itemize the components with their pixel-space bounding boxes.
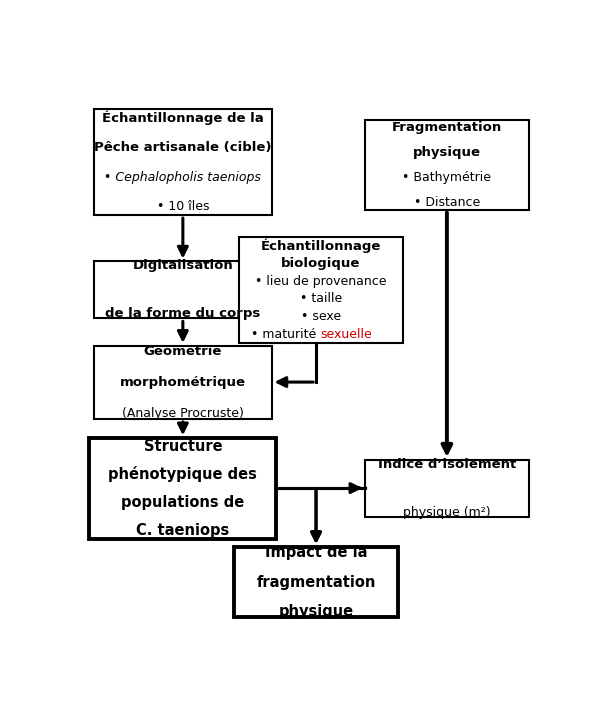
Text: sexuelle: sexuelle <box>321 328 373 341</box>
Text: Échantillonnage de la: Échantillonnage de la <box>102 110 264 125</box>
Text: • Bathymétrie: • Bathymétrie <box>402 171 491 184</box>
FancyBboxPatch shape <box>365 460 529 517</box>
Text: biologique: biologique <box>281 257 361 270</box>
Text: Structure: Structure <box>144 438 222 454</box>
Text: physique: physique <box>279 604 353 619</box>
Text: C. taeniops: C. taeniops <box>136 523 230 538</box>
Text: Digitalisation: Digitalisation <box>133 260 233 273</box>
Text: Impact de la: Impact de la <box>265 545 367 560</box>
Text: • Distance: • Distance <box>414 196 480 209</box>
Text: Pêche artisanale (cible): Pêche artisanale (cible) <box>94 140 271 154</box>
Text: • 10 îles: • 10 îles <box>157 201 209 213</box>
Text: • lieu de provenance: • lieu de provenance <box>255 275 387 287</box>
Text: morphométrique: morphométrique <box>120 376 246 389</box>
Text: phénotypique des: phénotypique des <box>109 466 257 482</box>
Text: fragmentation: fragmentation <box>256 575 376 590</box>
Text: Fragmentation: Fragmentation <box>392 121 502 133</box>
FancyBboxPatch shape <box>94 346 271 419</box>
Text: de la forme du corps: de la forme du corps <box>106 307 260 321</box>
FancyBboxPatch shape <box>89 438 276 539</box>
FancyBboxPatch shape <box>94 109 271 215</box>
Text: Géométrie: Géométrie <box>144 345 222 358</box>
Text: physique: physique <box>413 146 481 159</box>
FancyBboxPatch shape <box>94 261 271 318</box>
FancyBboxPatch shape <box>239 237 403 343</box>
Text: Échantillonnage: Échantillonnage <box>260 238 381 253</box>
Text: • sexe: • sexe <box>301 310 341 323</box>
Text: • Cephalopholis taeniops: • Cephalopholis taeniops <box>104 171 261 184</box>
Text: (Analyse Procruste): (Analyse Procruste) <box>122 407 244 419</box>
FancyBboxPatch shape <box>365 120 529 210</box>
Text: Indice d’isolement: Indice d’isolement <box>377 458 516 471</box>
FancyBboxPatch shape <box>235 546 398 618</box>
Text: populations de: populations de <box>121 495 244 510</box>
Text: • taille: • taille <box>300 292 342 305</box>
Text: physique (m²): physique (m²) <box>403 505 491 519</box>
Text: • maturité: • maturité <box>251 328 321 341</box>
